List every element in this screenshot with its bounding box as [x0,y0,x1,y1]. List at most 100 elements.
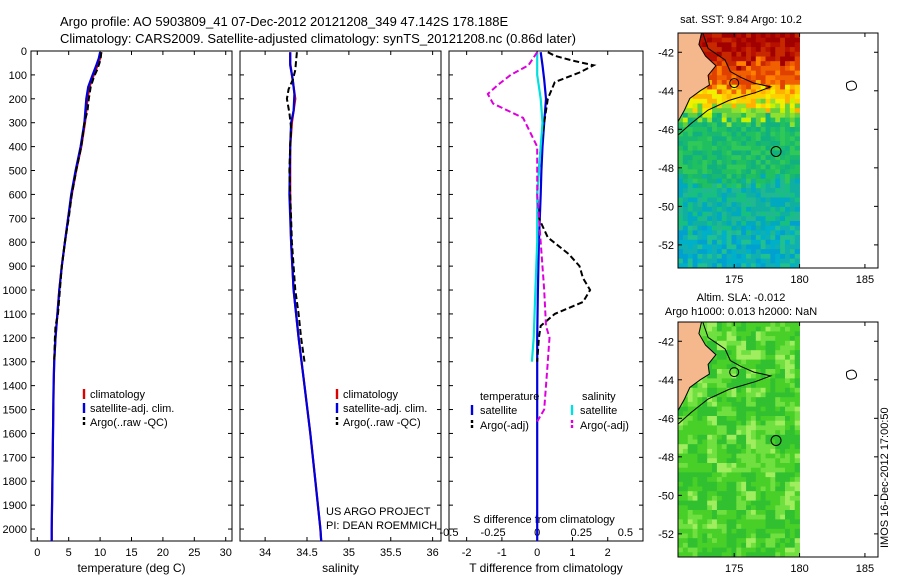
map-cell [741,453,747,459]
map-cell [760,136,766,142]
map-cell [702,519,708,525]
map-cell [702,547,708,553]
map-cell [736,458,742,464]
map-cell [755,235,762,241]
map-cell [746,434,752,440]
map-cell [760,258,766,264]
map-cell [697,401,703,407]
map-cell [784,211,791,217]
map-cell [765,416,771,422]
map-cell [780,188,786,194]
map-cell [794,211,800,217]
map-cell [765,253,771,259]
map-cell [692,411,698,417]
map-cell [789,397,796,403]
map-cell [707,472,713,478]
map-cell [721,495,728,501]
map-cell [707,491,713,497]
map-cell [750,70,757,76]
map-cell [687,206,693,212]
map-cell [697,463,703,469]
map-cell [755,397,762,403]
map-cell [760,453,766,459]
map-cell [775,444,781,450]
map-cell [712,472,718,478]
map-cell [750,406,757,412]
map-cell [741,477,747,483]
map-cell [770,169,776,175]
map-cell [770,416,776,422]
map-cell [726,383,732,389]
map-cell [780,174,786,180]
map-cell [784,169,791,175]
map-cell [678,206,684,212]
map-cell [741,164,747,170]
map-cell [731,145,737,151]
map-cell [692,225,698,231]
map-cell [712,444,718,450]
map-cell [721,174,728,180]
map-cell [702,401,708,407]
map-cell [736,211,742,217]
map-cell [794,486,800,492]
map-cell [702,500,708,506]
map-cell [746,42,752,48]
map-cell [736,439,742,445]
map-cell [726,230,732,236]
map-cell [784,463,791,469]
map-cell [726,392,732,398]
map-cell [750,416,757,422]
map-cell [716,401,723,407]
map-cell [741,155,747,161]
map-cell [789,94,796,100]
map-cell [789,80,796,86]
map-cell [741,33,747,39]
map-cell [692,552,698,558]
map-cell [770,75,776,81]
map-cell [721,206,728,212]
map-cell [687,183,693,189]
map-cell [780,448,786,454]
map-cell [794,169,800,175]
map-cell [707,542,713,548]
map-cell [784,108,791,114]
map-cell [687,420,693,426]
map-cell [702,510,708,516]
map-cell [692,159,698,165]
map-cell [746,547,752,553]
map-cell [721,225,728,231]
map-cell [741,336,747,342]
map-cell [765,350,771,356]
map-cell [775,434,781,440]
map-cell [775,528,781,534]
map-cell [702,141,708,147]
map-cell [755,444,762,450]
map-cell [692,108,698,114]
map-cell [760,75,766,81]
map-cell [721,178,728,184]
map-cell [746,253,752,259]
map-cell [736,538,742,544]
legend-label-1-1: Argo(-adj) [580,420,629,432]
map-cell [721,65,728,71]
map-cell [697,169,703,175]
map-cell [755,42,762,48]
map-cell [741,103,747,109]
map-cell [784,392,791,398]
map-cell [741,364,747,370]
map-cell [794,458,800,464]
map-cell [712,155,718,161]
map-cell [721,42,728,48]
map-cell [780,505,786,511]
map-cell [731,197,737,203]
map-cell [712,411,718,417]
map-cell [726,51,732,57]
map-cell [721,463,728,469]
map-cell [721,94,728,100]
map-cell [750,326,757,332]
map-cell [716,448,723,454]
map-cell [746,481,752,487]
map-cell [794,253,800,259]
map-cell [770,552,776,558]
map-cell [770,178,776,184]
